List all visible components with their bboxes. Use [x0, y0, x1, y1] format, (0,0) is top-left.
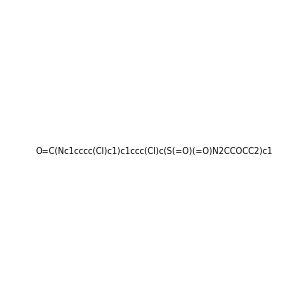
Text: O=C(Nc1cccc(Cl)c1)c1ccc(Cl)c(S(=O)(=O)N2CCOCC2)c1: O=C(Nc1cccc(Cl)c1)c1ccc(Cl)c(S(=O)(=O)N2… — [35, 147, 272, 156]
